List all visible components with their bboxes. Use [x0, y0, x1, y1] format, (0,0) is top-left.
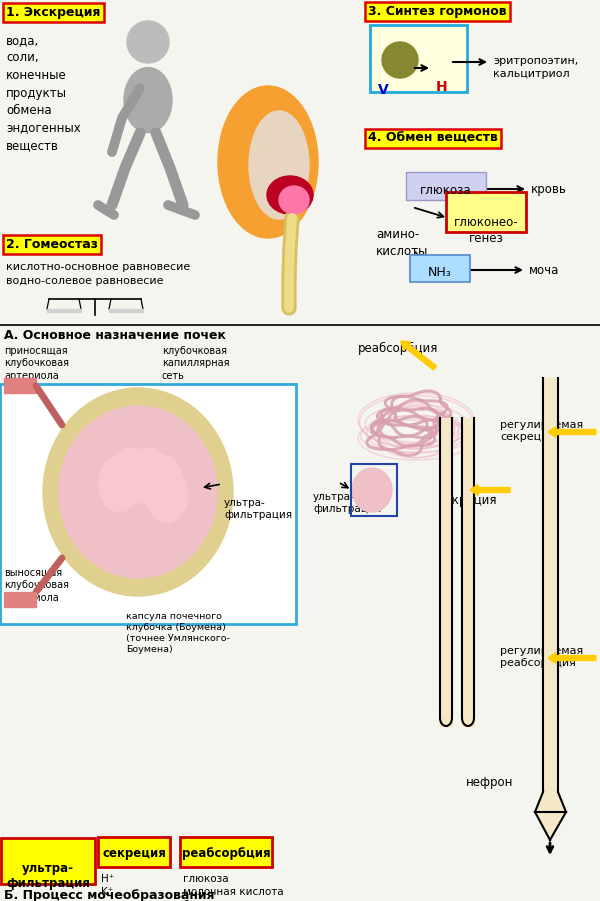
FancyBboxPatch shape — [370, 25, 467, 92]
Text: глюконео-
генез: глюконео- генез — [454, 216, 518, 245]
FancyBboxPatch shape — [98, 837, 170, 867]
Polygon shape — [535, 812, 566, 840]
Text: эритропоэтин,
кальцитриол: эритропоэтин, кальцитриол — [493, 56, 578, 79]
Text: реабсорбция: реабсорбция — [182, 847, 271, 860]
Text: нефрон: нефрон — [466, 776, 514, 789]
Text: приносящая
клубочковая
артериола: приносящая клубочковая артериола — [4, 346, 69, 381]
FancyBboxPatch shape — [406, 172, 486, 200]
Text: ультра-
фильтрация: ультра- фильтрация — [6, 862, 90, 890]
Polygon shape — [4, 378, 36, 393]
Ellipse shape — [43, 388, 233, 596]
Ellipse shape — [249, 111, 309, 219]
Text: H⁺
K⁺
лекарст-
венные
вещества
мочевая
кислота
креатинин: H⁺ K⁺ лекарст- венные вещества мочевая к… — [101, 874, 160, 901]
Text: А. Основное назначение почек: А. Основное назначение почек — [4, 329, 226, 342]
Text: капсула почечного
клубочка (Боумена)
(точнее Умлянского-
Боумена): капсула почечного клубочка (Боумена) (то… — [126, 612, 230, 654]
Text: глюкоза: глюкоза — [420, 184, 472, 197]
Ellipse shape — [279, 186, 309, 214]
Text: секреция: секреция — [438, 494, 497, 507]
FancyArrow shape — [401, 341, 437, 370]
Text: клубочковая
капиллярная
сеть: клубочковая капиллярная сеть — [162, 346, 229, 381]
FancyArrow shape — [470, 485, 510, 496]
Text: Б. Процесс мочеобразования: Б. Процесс мочеобразования — [4, 889, 215, 901]
Ellipse shape — [267, 176, 313, 214]
Circle shape — [382, 42, 418, 78]
FancyBboxPatch shape — [410, 255, 470, 282]
FancyBboxPatch shape — [1, 838, 95, 884]
Text: секреция: секреция — [102, 847, 166, 860]
Circle shape — [127, 21, 169, 63]
Text: V: V — [378, 83, 389, 97]
Ellipse shape — [352, 468, 392, 512]
Ellipse shape — [141, 455, 183, 511]
FancyArrow shape — [548, 426, 596, 438]
Text: вода,
соли,
конечные
продукты
обмена
эндогенных
веществ: вода, соли, конечные продукты обмена энд… — [6, 34, 81, 152]
Polygon shape — [535, 792, 566, 812]
Ellipse shape — [59, 406, 217, 578]
Polygon shape — [4, 592, 36, 607]
Text: 4. Обмен веществ: 4. Обмен веществ — [368, 132, 498, 145]
Text: выносящая
клубочковая
артериола: выносящая клубочковая артериола — [4, 568, 69, 603]
Text: 2. Гомеостаз: 2. Гомеостаз — [6, 238, 98, 251]
Text: NH₃: NH₃ — [428, 266, 452, 279]
Text: моча: моча — [529, 264, 559, 277]
Ellipse shape — [218, 86, 318, 238]
Text: кислотно-основное равновесие
водно-солевое равновесие: кислотно-основное равновесие водно-солев… — [6, 262, 190, 286]
Text: H: H — [436, 80, 448, 94]
Text: регулируемая
секреция: регулируемая секреция — [500, 420, 583, 442]
Ellipse shape — [112, 448, 154, 504]
Text: глюкоза
молочная кислота
2-кетокислоты
аминокислоты
Na⁺, K⁺, Ca²⁺, Mg²⁺
Cl⁻, SO₄: глюкоза молочная кислота 2-кетокислоты а… — [183, 874, 317, 901]
Text: ультра-
фильтрация: ультра- фильтрация — [224, 498, 292, 521]
Text: 3. Синтез гормонов: 3. Синтез гормонов — [368, 5, 506, 18]
FancyArrow shape — [548, 652, 596, 663]
Text: регулируемая
реабсорбция: регулируемая реабсорбция — [500, 646, 583, 669]
Ellipse shape — [128, 448, 170, 504]
Text: ультра-
фильтрация: ультра- фильтрация — [313, 492, 381, 514]
FancyBboxPatch shape — [446, 192, 526, 232]
Text: реабсорбция: реабсорбция — [358, 342, 439, 355]
FancyBboxPatch shape — [180, 837, 272, 867]
Ellipse shape — [124, 68, 172, 132]
FancyBboxPatch shape — [0, 384, 296, 624]
Ellipse shape — [146, 467, 188, 523]
Text: амино-
кислоты: амино- кислоты — [376, 228, 428, 258]
Text: кровь: кровь — [531, 183, 567, 196]
Ellipse shape — [99, 456, 141, 512]
Text: 1. Экскреция: 1. Экскреция — [6, 6, 100, 19]
